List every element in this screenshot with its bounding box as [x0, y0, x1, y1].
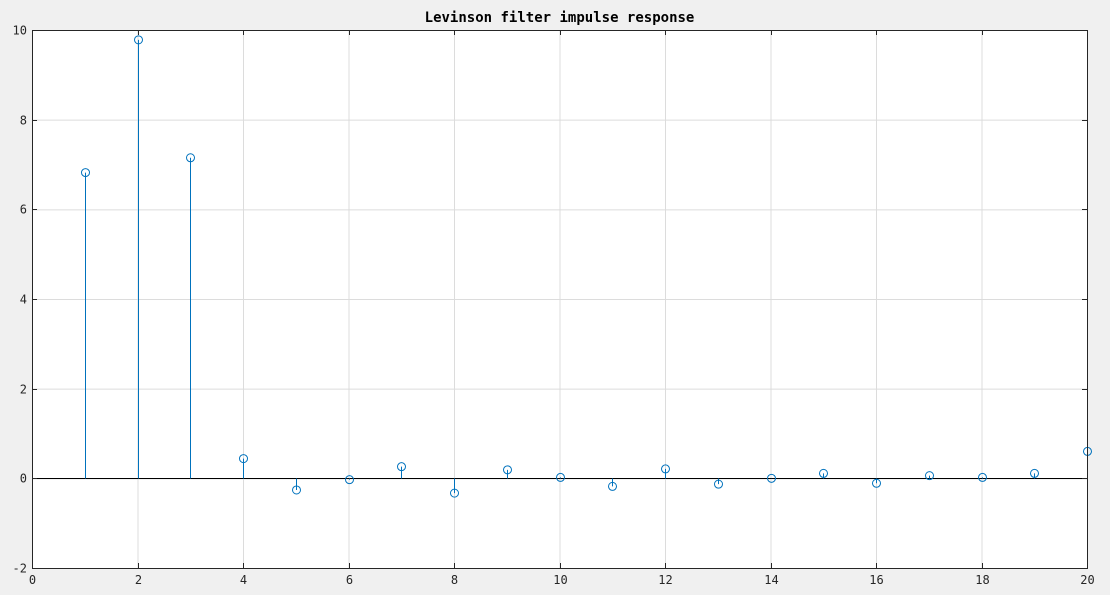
- stem-marker: [292, 485, 301, 495]
- y-tick-label: 4: [20, 293, 27, 307]
- stem-marker: [925, 471, 934, 481]
- stem-marker: [134, 35, 143, 45]
- y-tick-label: 8: [20, 114, 27, 128]
- stem-marker: [450, 488, 459, 498]
- stem-marker: [397, 462, 406, 472]
- stem-marker: [345, 475, 354, 485]
- x-tick-label: 8: [451, 573, 458, 587]
- stem-marker: [767, 473, 776, 483]
- x-tick-label: 12: [658, 573, 672, 587]
- stem-marker: [872, 478, 881, 488]
- x-tick-label: 18: [975, 573, 989, 587]
- stem-marker: [556, 472, 565, 482]
- stem-marker: [978, 472, 987, 482]
- y-tick-label: 6: [20, 203, 27, 217]
- stem-marker: [819, 468, 828, 478]
- stem-marker: [714, 479, 723, 489]
- stem-marker: [186, 153, 195, 163]
- x-tick-label: 6: [346, 573, 353, 587]
- y-tick-label: 10: [13, 24, 27, 38]
- x-tick-label: 2: [135, 573, 142, 587]
- x-tick-label: 10: [553, 573, 567, 587]
- axes-box: [32, 30, 1088, 569]
- y-tick-label: -2: [13, 562, 27, 576]
- y-tick-label: 2: [20, 383, 27, 397]
- y-tick-label: 0: [20, 472, 27, 486]
- stem-marker: [661, 464, 670, 474]
- x-tick-label: 0: [29, 573, 36, 587]
- stem-marker: [239, 454, 248, 464]
- chart-title: Levinson filter impulse response: [425, 10, 695, 26]
- x-tick-label: 4: [240, 573, 247, 587]
- stem-marker: [608, 481, 617, 491]
- x-tick-label: 16: [869, 573, 883, 587]
- stem-marker: [1030, 468, 1039, 478]
- x-tick-label: 14: [764, 573, 778, 587]
- x-tick-label: 20: [1080, 573, 1094, 587]
- stem-marker: [503, 465, 512, 475]
- stem-marker: [81, 168, 90, 178]
